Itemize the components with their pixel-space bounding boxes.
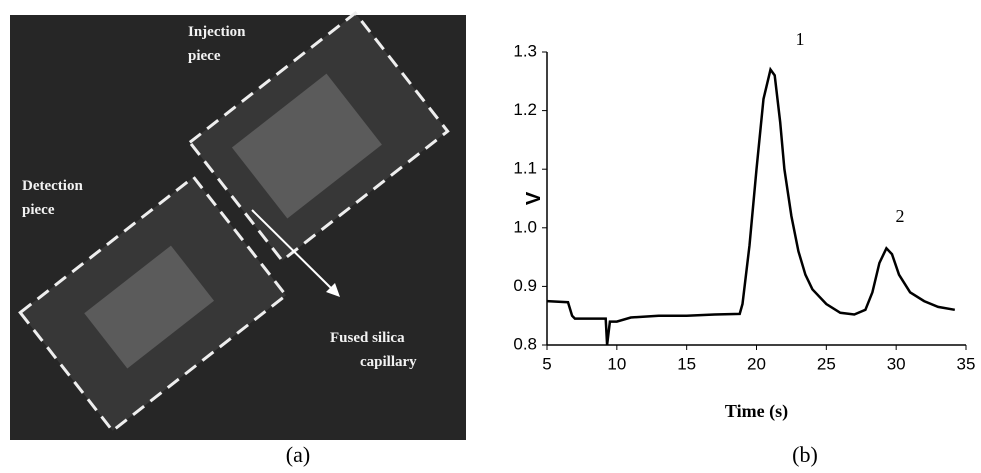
photo-label: Injection <box>188 24 246 40</box>
caption: (a) <box>286 442 310 467</box>
y-tick-label: 1.1 <box>513 159 537 178</box>
line <box>547 70 955 345</box>
photo-label: Fused silica <box>330 330 405 346</box>
photo-label: capillary <box>360 354 417 370</box>
x-tick-label: 10 <box>607 354 626 373</box>
x-axis-label: Time (s) <box>725 401 788 422</box>
caption: (b) <box>792 442 818 467</box>
x-tick-label: 30 <box>887 354 906 373</box>
photo-label: Detection <box>22 178 83 194</box>
y-axis-label: V <box>523 191 545 205</box>
y-tick-label: 1.3 <box>513 41 537 60</box>
y-tick-label: 1.0 <box>513 217 537 236</box>
peak-label: 2 <box>896 206 905 226</box>
photo-label: piece <box>22 202 55 218</box>
x-tick-label: 15 <box>677 354 696 373</box>
y-tick-label: 0.9 <box>513 276 537 295</box>
y-tick-label: 0.8 <box>513 334 537 353</box>
x-tick-label: 25 <box>817 354 836 373</box>
x-tick-label: 5 <box>542 354 551 373</box>
figure: (a) Injection piece Detection piece Fused si… <box>0 0 981 473</box>
y-tick-label: 1.2 <box>513 100 537 119</box>
peak-label: 1 <box>796 29 805 49</box>
x-tick-label: 35 <box>957 354 976 373</box>
photo-label: piece <box>188 48 221 64</box>
x-tick-label: 20 <box>747 354 766 373</box>
